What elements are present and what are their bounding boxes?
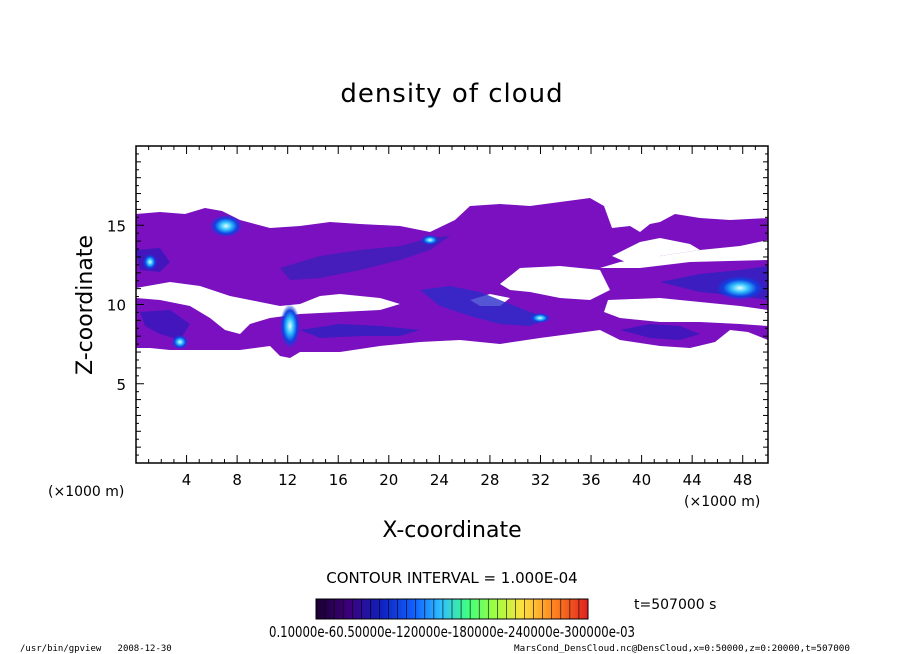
cloud-core-3 [716, 276, 764, 300]
x-tick-label: 48 [733, 471, 752, 489]
cloud-core-2 [280, 304, 300, 348]
x-unit-right: (×1000 m) [684, 494, 760, 510]
x-tick-label: 36 [581, 471, 600, 489]
x-axis-label: X-coordinate [382, 518, 521, 543]
y-tick-label: 5 [116, 376, 126, 394]
cloud-core-7 [421, 235, 439, 245]
footer-left: /usr/bin/gpview 2008-12-30 [20, 644, 172, 654]
x-tick-label: 4 [182, 471, 192, 489]
x-tick-label: 32 [531, 471, 550, 489]
colorbar [316, 599, 588, 619]
x-tick-label: 28 [480, 471, 499, 489]
x-tick-label: 12 [278, 471, 297, 489]
x-tick-label: 8 [232, 471, 242, 489]
contour-interval: CONTOUR INTERVAL = 1.000E-04 [326, 569, 577, 587]
cloud-core-1 [210, 215, 242, 237]
cloud-field [136, 198, 768, 358]
cloud-core-5 [143, 254, 157, 270]
cloud-core-6 [530, 313, 550, 323]
cloud-core-4 [172, 335, 188, 349]
x-tick-label: 20 [379, 471, 398, 489]
x-unit-left: (×1000 m) [48, 484, 124, 500]
time-label: t=507000 s [634, 597, 716, 613]
x-tick-label: 40 [632, 471, 651, 489]
y-tick-labels: 5 10 15 [107, 217, 126, 394]
y-tick-label: 15 [107, 217, 126, 235]
x-tick-labels: 4812162024283236404448 [182, 471, 752, 489]
y-axis-label: Z-coordinate [73, 235, 98, 375]
footer-right: MarsCond_DensCloud.nc@DensCloud,x=0:5000… [514, 644, 850, 654]
colorbar-labels: 0.10000e-60.50000e-120000e-180000e-24000… [269, 623, 635, 641]
y-tick-label: 10 [107, 297, 126, 315]
chart-title: density of cloud [340, 79, 563, 109]
x-tick-label: 44 [683, 471, 702, 489]
x-tick-label: 24 [430, 471, 449, 489]
x-tick-label: 16 [329, 471, 348, 489]
